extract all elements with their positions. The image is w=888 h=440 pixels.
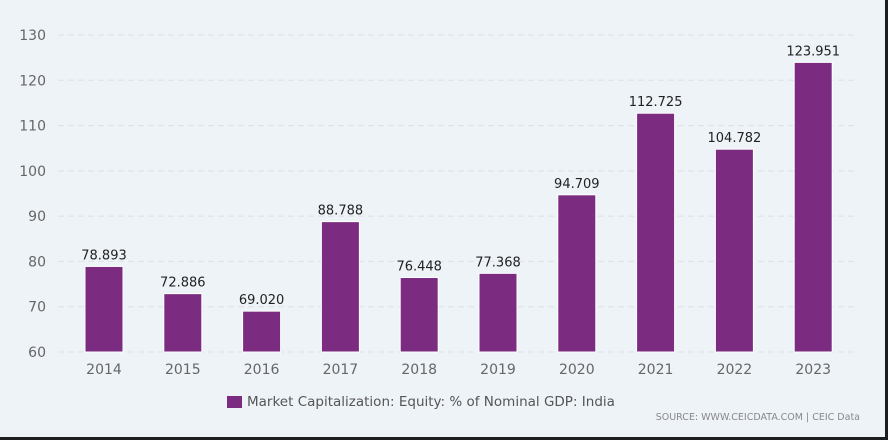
- data-label-2020: 94.709: [554, 177, 600, 192]
- data-label-2016: 69.020: [239, 293, 285, 308]
- data-label-2015: 72.886: [160, 276, 206, 291]
- bar-2022[interactable]: [714, 148, 754, 353]
- data-label-2018: 76.448: [396, 260, 442, 275]
- data-label-2021: 112.725: [629, 95, 683, 110]
- x-tick-label: 2018: [401, 362, 437, 378]
- y-tick-label: 130: [19, 28, 46, 44]
- source-credit: SOURCE: WWW.CEICDATA.COM | CEIC Data: [655, 412, 860, 423]
- y-tick-label: 100: [19, 164, 46, 180]
- legend-swatch: [227, 396, 242, 408]
- x-tick-label: 2015: [165, 362, 201, 378]
- y-tick-label: 110: [19, 119, 46, 135]
- bar-2019[interactable]: [478, 272, 518, 353]
- y-tick-label: 60: [28, 345, 46, 361]
- bar-2023[interactable]: [793, 61, 833, 353]
- bar-2021[interactable]: [636, 112, 676, 353]
- data-label-2019: 77.368: [475, 255, 521, 270]
- data-label-2014: 78.893: [81, 248, 127, 263]
- x-tick-label: 2023: [795, 362, 831, 378]
- x-tick-label: 2014: [86, 362, 122, 378]
- x-tick-label: 2019: [480, 362, 516, 378]
- data-label-2023: 123.951: [786, 44, 840, 59]
- y-tick-label: 90: [28, 209, 46, 225]
- bar-2018[interactable]: [399, 277, 439, 353]
- legend[interactable]: Market Capitalization: Equity: % of Nomi…: [227, 394, 615, 410]
- y-tick-label: 70: [28, 300, 46, 316]
- bar-2014[interactable]: [84, 265, 124, 353]
- data-label-2017: 88.788: [318, 204, 364, 219]
- y-tick-label: 120: [19, 73, 46, 89]
- bar-2015[interactable]: [163, 293, 203, 353]
- y-tick-label: 80: [28, 254, 46, 270]
- x-tick-label: 2020: [559, 362, 595, 378]
- x-tick-label: 2016: [244, 362, 280, 378]
- legend-label: Market Capitalization: Equity: % of Nomi…: [247, 394, 615, 410]
- x-tick-label: 2017: [323, 362, 359, 378]
- bar-2017[interactable]: [320, 221, 360, 353]
- x-tick-label: 2021: [638, 362, 674, 378]
- data-label-2022: 104.782: [708, 131, 762, 146]
- bar-2016[interactable]: [242, 310, 282, 353]
- bar-2020[interactable]: [557, 194, 597, 353]
- x-tick-label: 2022: [717, 362, 753, 378]
